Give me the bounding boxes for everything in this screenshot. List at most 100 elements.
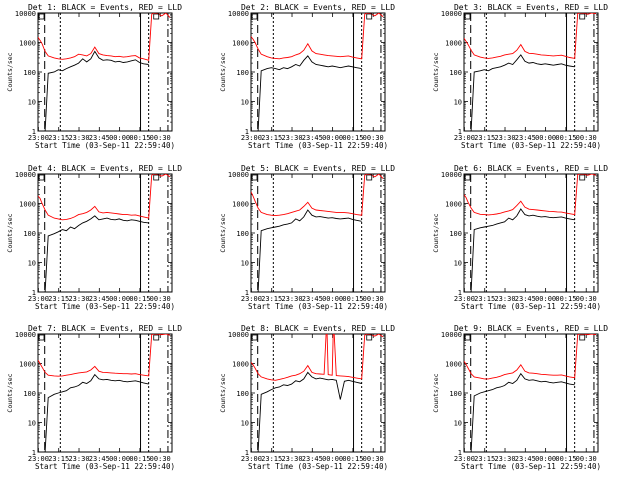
corner-marker [153,174,160,181]
x-tick-label: 00:30 [576,455,597,463]
corner-marker [366,174,373,181]
series-lld [464,13,597,59]
corner-marker [153,334,160,341]
x-tick-label: 00:30 [576,134,597,142]
x-axis-label: Start Time (03-Sep-11 22:59:40) [35,141,175,150]
y-tick-label: 10000 [228,10,249,18]
x-tick-label: 23:45 [515,295,536,303]
series-lld [464,334,597,380]
y-tick-label: 1000 [445,361,462,369]
corner-marker [38,174,45,181]
corner-marker [366,13,373,20]
x-axis-label: Start Time (03-Sep-11 22:59:40) [461,141,601,150]
panel-det-7: Det 7: BLACK = Events, RED = LLD 1 10 100 10… [6,324,182,471]
corner-marker [38,13,45,20]
y-tick-label: 1 [32,449,36,457]
y-tick-label: 1 [245,449,249,457]
y-tick-label: 100 [236,390,249,398]
x-tick-label: 23:00 [241,134,262,142]
y-tick-label: 10000 [441,10,462,18]
y-tick-label: 10000 [228,331,249,339]
y-axis-label: Counts/sec [6,373,14,412]
y-axis-label: Counts/sec [6,52,14,91]
x-axis-label: Start Time (03-Sep-11 22:59:40) [248,141,388,150]
x-tick-label: 00:00 [109,295,130,303]
corner-marker [579,13,586,20]
x-tick-label: 00:15 [555,295,576,303]
x-tick-label: 23:30 [281,455,302,463]
x-tick-label: 23:00 [454,455,475,463]
x-tick-label: 23:15 [48,134,69,142]
y-tick-label: 1000 [445,40,462,48]
panel-title: Det 7: BLACK = Events, RED = LLD [28,324,182,333]
y-tick-label: 100 [23,69,36,77]
corner-marker [464,13,471,20]
y-axis-label: Counts/sec [219,213,227,252]
x-tick-label: 00:30 [576,295,597,303]
corner-marker [38,334,45,341]
panel-title: Det 6: BLACK = Events, RED = LLD [454,164,608,173]
x-tick-label: 23:45 [302,134,323,142]
x-tick-label: 00:15 [555,134,576,142]
series-events [40,215,149,292]
x-tick-label: 23:15 [48,295,69,303]
y-tick-label: 1000 [19,201,36,209]
y-tick-label: 1 [32,289,36,297]
x-tick-label: 00:15 [129,295,150,303]
panel-det-9: Det 9: BLACK = Events, RED = LLD 1 10 100 10… [432,324,608,471]
x-tick-label: 00:30 [150,455,171,463]
x-tick-label: 23:30 [494,134,515,142]
y-tick-label: 100 [449,230,462,238]
x-tick-label: 00:00 [535,295,556,303]
panel-det-5: Det 5: BLACK = Events, RED = LLD 1 10 100 10… [219,164,395,311]
y-tick-label: 1000 [19,40,36,48]
panel-det-8: Det 8: BLACK = Events, RED = LLD 1 10 100 10… [219,324,395,471]
panel-det-1: Det 1: BLACK = Events, RED = LLD 1 10 100 10… [6,3,182,150]
x-tick-label: 23:15 [261,455,282,463]
plot-frame [250,333,386,453]
x-axis-label: Start Time (03-Sep-11 22:59:40) [461,302,601,311]
corner-marker [464,174,471,181]
y-tick-label: 100 [236,69,249,77]
series-lld [38,174,171,221]
y-tick-label: 10 [241,420,249,428]
x-tick-label: 00:30 [150,134,171,142]
y-tick-label: 10000 [441,331,462,339]
x-tick-label: 00:30 [363,455,384,463]
y-tick-label: 1 [245,289,249,297]
x-tick-label: 00:00 [109,134,130,142]
y-tick-label: 10000 [228,171,249,179]
x-axis-label: Start Time (03-Sep-11 22:59:40) [248,302,388,311]
y-tick-label: 1000 [232,361,249,369]
series-lld [38,334,171,377]
series-lld [464,174,597,216]
x-tick-label: 00:00 [322,455,343,463]
x-tick-label: 23:30 [68,134,89,142]
y-tick-label: 10000 [15,10,36,18]
x-tick-label: 23:15 [474,134,495,142]
y-tick-label: 1 [245,128,249,136]
x-tick-label: 00:30 [363,295,384,303]
panel-title: Det 3: BLACK = Events, RED = LLD [454,3,608,12]
x-tick-label: 23:00 [28,134,49,142]
panel-title: Det 4: BLACK = Events, RED = LLD [28,164,182,173]
x-tick-label: 23:45 [89,455,110,463]
corner-marker [464,334,471,341]
x-tick-label: 23:30 [68,455,89,463]
x-axis-label: Start Time (03-Sep-11 22:59:40) [461,462,601,471]
y-tick-label: 1000 [19,361,36,369]
corner-marker [251,13,258,20]
x-tick-label: 23:00 [241,455,262,463]
series-events [253,55,362,131]
x-tick-label: 23:30 [281,295,302,303]
y-tick-label: 10 [454,260,462,268]
plot-frame [37,12,173,132]
y-tick-label: 10 [454,99,462,107]
y-tick-label: 10000 [441,171,462,179]
plot-frame [463,173,599,293]
x-tick-label: 23:15 [48,455,69,463]
y-axis-label: Counts/sec [432,373,440,412]
y-tick-label: 10 [28,420,36,428]
x-tick-label: 00:15 [129,134,150,142]
x-tick-label: 00:00 [322,295,343,303]
